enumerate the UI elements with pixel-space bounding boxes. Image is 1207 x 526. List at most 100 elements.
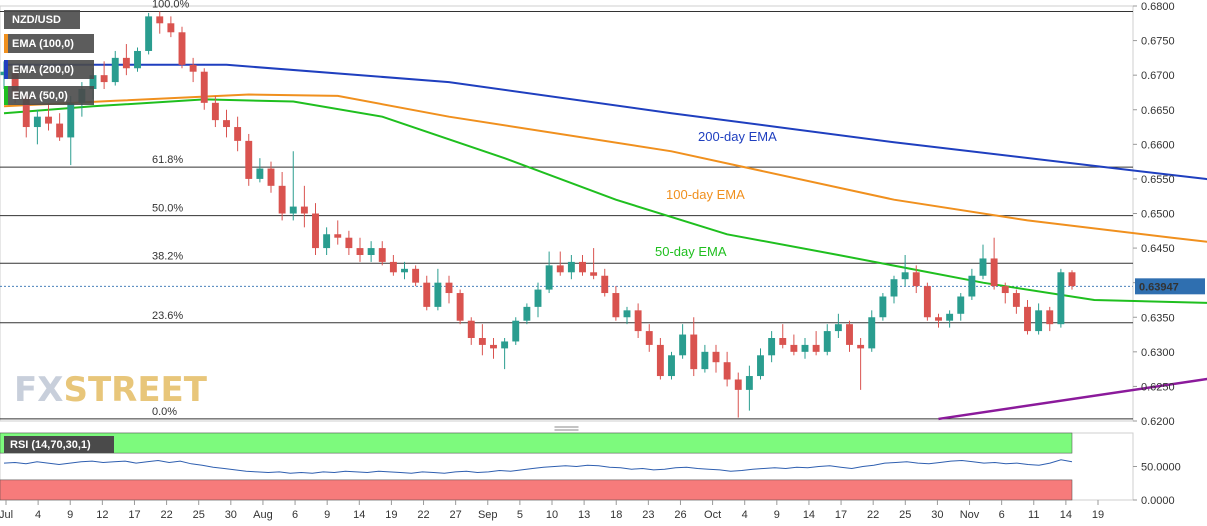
y-tick-label: 0.6550 xyxy=(1141,174,1175,186)
candle-body xyxy=(56,123,64,138)
candle-body xyxy=(1068,272,1076,287)
candle-body xyxy=(300,206,308,214)
rsi-label-box xyxy=(4,436,114,453)
candle-body xyxy=(1012,293,1020,307)
candle-body xyxy=(634,310,642,332)
candle-body xyxy=(901,272,909,280)
candle-body xyxy=(946,313,954,321)
candle-body xyxy=(145,16,153,51)
candle-body xyxy=(490,344,497,349)
x-tick-label: 4 xyxy=(742,509,748,521)
candle-body xyxy=(11,71,19,98)
legend-box xyxy=(4,34,94,53)
candle-body xyxy=(89,75,97,89)
fib-level-label: 0.0% xyxy=(152,406,177,418)
candle-body xyxy=(1057,272,1065,325)
candle-body xyxy=(434,282,442,307)
candle-body xyxy=(33,116,41,128)
y-tick-label: 0.6450 xyxy=(1141,243,1175,255)
x-tick-label: 13 xyxy=(578,509,590,521)
x-tick-label: 9 xyxy=(774,509,780,521)
y-tick-label: 0.6750 xyxy=(1141,36,1175,48)
candle-body xyxy=(1001,286,1009,294)
candle-body xyxy=(356,248,364,255)
candle-body xyxy=(823,331,831,352)
x-tick-label: 11 xyxy=(1028,509,1039,521)
fib-level-label: 23.6% xyxy=(152,310,183,322)
candle-body xyxy=(879,296,887,318)
candle-body xyxy=(211,102,219,121)
x-tick-label: Nov xyxy=(960,509,980,521)
x-tick-label: 27 xyxy=(450,509,462,521)
candle-body xyxy=(134,50,141,69)
fxstreet-watermark: FXSTREET xyxy=(14,370,208,410)
candle-body xyxy=(401,268,408,273)
legend-color-swatch xyxy=(4,60,8,79)
candle-body xyxy=(690,334,698,370)
x-tick-label: Jul xyxy=(0,509,13,521)
candle-body xyxy=(478,338,486,345)
chart-overlay: NZD/USD EMA (100,0) EMA (200,0) EMA (50,0) xyxy=(4,10,94,105)
x-tick-label: 18 xyxy=(610,509,622,521)
fib-level-label: 100.0% xyxy=(152,0,190,11)
candle-body xyxy=(846,324,853,345)
candle-body xyxy=(912,272,920,287)
candle-body xyxy=(645,331,653,345)
legend-color-swatch xyxy=(4,34,8,53)
candle-body xyxy=(22,97,30,128)
fib-level-label: 50.0% xyxy=(152,203,183,215)
x-tick-label: 25 xyxy=(899,509,911,521)
x-tick-label: 19 xyxy=(1092,509,1104,521)
x-tick-label: 26 xyxy=(674,509,686,521)
x-tick-label: 30 xyxy=(225,509,237,521)
rsi-overbought-zone xyxy=(0,432,1073,454)
x-tick-label: 14 xyxy=(353,509,365,521)
rsi-y-tick-label: 50.0000 xyxy=(1141,462,1181,474)
candle-body xyxy=(857,344,865,349)
candle-body xyxy=(890,279,898,297)
x-tick-label: 22 xyxy=(417,509,429,521)
fib-level-label: 38.2% xyxy=(152,250,183,262)
ema100-line xyxy=(3,93,1207,243)
ema50-line xyxy=(3,98,1207,304)
x-tick-label: 9 xyxy=(67,509,73,521)
x-tick-label: 23 xyxy=(642,509,654,521)
candle-body xyxy=(545,265,553,290)
candle-body xyxy=(935,317,942,321)
candle-body xyxy=(389,261,397,273)
candle-body xyxy=(367,248,375,255)
candle-body xyxy=(656,344,664,377)
candle-body xyxy=(623,310,631,318)
x-tick-label: 6 xyxy=(292,509,298,521)
rsi-panel: RSI (14,70,30,1) xyxy=(0,432,1134,501)
ema50-label: 50-day EMA xyxy=(655,244,727,259)
x-tick-label: 17 xyxy=(128,509,140,521)
candle-body xyxy=(590,272,598,276)
candle-body xyxy=(957,296,965,314)
y-tick-label: 0.6250 xyxy=(1141,381,1175,393)
candle-body xyxy=(312,213,319,249)
candle-body xyxy=(734,379,742,390)
candle-body xyxy=(501,341,509,349)
candle-body xyxy=(790,344,798,352)
x-tick-label: 6 xyxy=(999,509,1005,521)
rsi-oversold-zone xyxy=(0,479,1073,501)
legend-entry: EMA (50,0) xyxy=(12,90,68,102)
legend-box xyxy=(4,10,80,29)
legend-entry: EMA (200,0) xyxy=(12,64,74,76)
candle-body xyxy=(523,306,531,321)
rsi-label: RSI (14,70,30,1) xyxy=(10,439,91,451)
candle-body xyxy=(45,116,52,124)
legend-entry: EMA (100,0) xyxy=(12,38,74,50)
x-tick-label: 14 xyxy=(803,509,815,521)
y-tick-label: 0.6650 xyxy=(1141,105,1175,117)
candle-body xyxy=(412,268,420,283)
ema100-label: 100-day EMA xyxy=(666,187,745,202)
candle-body xyxy=(122,57,130,69)
legend-color-swatch xyxy=(4,86,8,105)
support-trendline xyxy=(938,377,1207,421)
candle-body xyxy=(757,355,764,377)
fib-level-label: 61.8% xyxy=(152,154,183,166)
